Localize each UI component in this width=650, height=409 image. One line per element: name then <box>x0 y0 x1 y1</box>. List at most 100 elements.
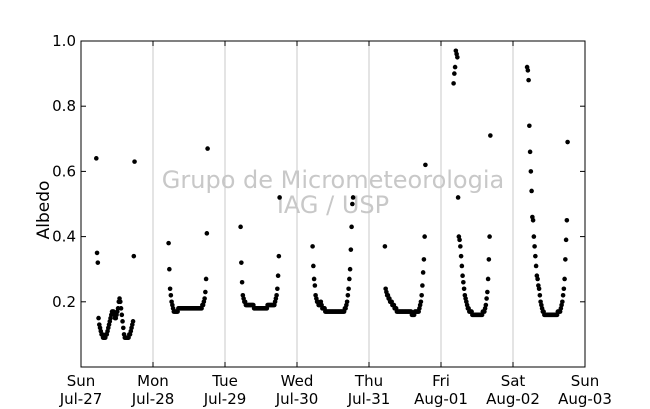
data-point <box>130 319 136 324</box>
x-tick-label-day: Sun <box>67 372 96 390</box>
data-point <box>420 270 426 275</box>
data-point <box>561 286 567 292</box>
x-tick-label-day: Thu <box>354 372 383 390</box>
data-point <box>423 162 428 168</box>
y-tick-label: 0.2 <box>52 293 76 311</box>
data-point <box>484 296 489 301</box>
data-point <box>204 231 210 236</box>
data-point <box>458 244 463 249</box>
data-point <box>166 240 171 246</box>
data-point <box>459 263 465 269</box>
data-point <box>275 286 280 292</box>
grid-lines <box>152 41 514 367</box>
x-tick-label-date: Aug-02 <box>486 390 540 408</box>
data-point <box>532 244 537 249</box>
data-point <box>346 286 351 292</box>
y-tick-label: 0.8 <box>52 97 76 115</box>
data-point <box>529 188 534 194</box>
data-point <box>312 283 318 288</box>
data-point <box>132 159 137 164</box>
y-axis-label: Albedo <box>34 181 54 240</box>
y-tick-label: 1.0 <box>52 32 76 50</box>
data-point <box>528 169 534 174</box>
data-point <box>205 146 210 151</box>
data-point <box>347 266 353 272</box>
axis-ticks <box>80 40 586 367</box>
x-tick-label-day: Wed <box>281 372 314 390</box>
x-tick-label-date: Jul-31 <box>347 390 391 408</box>
x-tick-labels: SunJul-27MonJul-28TueJul-29WedJul-30ThuJ… <box>59 372 612 408</box>
data-point <box>457 237 462 243</box>
data-point <box>421 257 427 262</box>
y-tick-label: 0.6 <box>52 162 76 180</box>
data-point <box>120 319 125 324</box>
data-point <box>311 276 317 282</box>
x-tick-label-date: Jul-28 <box>131 390 175 408</box>
data-point <box>422 234 427 239</box>
data-point <box>563 257 568 262</box>
x-tick-label-day: Tue <box>211 372 238 390</box>
data-point <box>530 218 536 223</box>
data-point <box>419 292 424 298</box>
data-point <box>535 276 540 282</box>
data-point <box>531 234 537 239</box>
data-point <box>348 247 354 252</box>
x-tick-label-date: Jul-29 <box>203 390 247 408</box>
data-point <box>452 64 458 70</box>
data-point <box>96 315 101 321</box>
data-point <box>349 224 354 230</box>
data-point <box>537 292 543 298</box>
data-point <box>382 244 388 249</box>
plot-frame <box>80 40 586 368</box>
x-tick-label-date: Aug-01 <box>414 390 468 408</box>
data-point <box>167 266 172 272</box>
watermark: Grupo de Micrometeorologia IAG / USP <box>162 166 504 219</box>
watermark-line-2: IAG / USP <box>277 191 389 219</box>
data-point <box>455 55 460 60</box>
data-point <box>488 133 493 138</box>
data-point <box>418 299 424 305</box>
data-point <box>460 273 465 279</box>
data-point <box>487 234 492 239</box>
data-point <box>527 123 532 129</box>
data-point <box>95 260 101 265</box>
data-point <box>239 260 244 265</box>
x-tick-label-day: Mon <box>137 372 169 390</box>
data-point <box>347 276 352 282</box>
data-points <box>94 48 570 340</box>
y-tick-label: 0.4 <box>52 228 76 246</box>
data-point <box>461 286 467 292</box>
data-point <box>565 139 570 145</box>
data-point <box>202 296 207 301</box>
data-point <box>168 292 174 298</box>
data-point <box>311 263 316 269</box>
data-point <box>483 302 489 308</box>
data-point <box>533 253 538 259</box>
data-point <box>277 195 282 200</box>
data-point <box>239 279 245 285</box>
x-tick-label-day: Sun <box>571 372 600 390</box>
x-tick-label-day: Sat <box>501 372 526 390</box>
data-point <box>452 71 457 76</box>
data-point <box>344 299 350 305</box>
data-point <box>94 156 99 161</box>
data-point <box>310 244 315 249</box>
data-point <box>275 273 281 279</box>
data-point <box>276 253 282 259</box>
data-point <box>458 253 464 259</box>
data-point <box>562 276 567 282</box>
data-point <box>118 306 124 311</box>
data-point <box>485 289 490 295</box>
x-tick-label-date: Jul-30 <box>275 390 319 408</box>
data-point <box>238 224 243 230</box>
data-point <box>451 81 456 86</box>
data-point <box>350 201 355 207</box>
watermark-line-1: Grupo de Micrometeorologia <box>162 166 504 194</box>
x-tick-label-day: Fri <box>432 372 450 390</box>
x-tick-label-date: Jul-27 <box>59 390 103 408</box>
data-point <box>420 283 425 288</box>
data-point <box>563 237 569 243</box>
data-point <box>533 263 539 269</box>
